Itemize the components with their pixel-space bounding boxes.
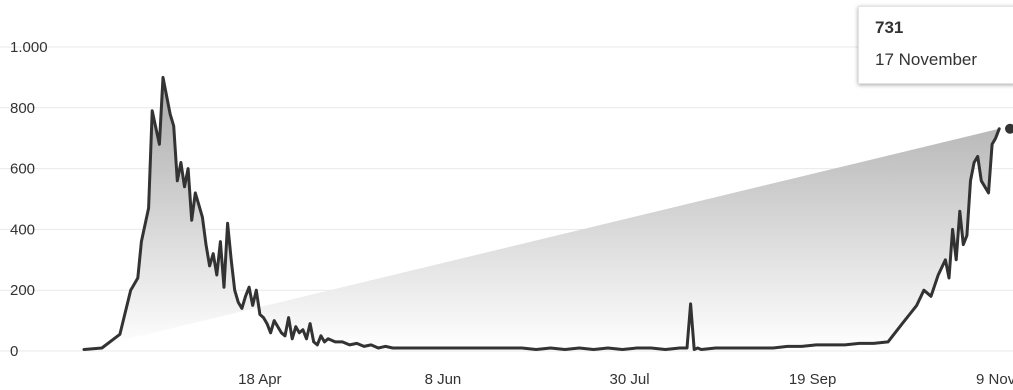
area-fill — [84, 77, 1000, 350]
y-tick-label: 200 — [10, 282, 35, 299]
y-tick-label: 1.000 — [10, 39, 48, 56]
tooltip-value: 731 — [875, 18, 904, 37]
x-tick-label: 19 Sep — [789, 371, 837, 388]
y-tick-label: 600 — [10, 161, 35, 178]
tooltip-date: 17 November — [875, 50, 978, 69]
x-tick-label: 18 Apr — [238, 371, 281, 388]
x-tick-label: 30 Jul — [610, 371, 650, 388]
y-tick-label: 400 — [10, 221, 35, 238]
x-tick-label: 8 Jun — [425, 371, 462, 388]
y-tick-label: 0 — [10, 343, 18, 360]
data-tooltip: 731 17 November — [858, 6, 1013, 84]
y-tick-label: 800 — [10, 100, 35, 117]
series-line — [82, 75, 1001, 351]
x-axis-ticks: 18 Apr 8 Jun 30 Jul 19 Sep 9 Nov — [238, 371, 1013, 388]
x-tick-label: 9 Nov — [976, 371, 1013, 388]
y-axis-ticks: 0 200 400 600 800 1.000 — [10, 39, 48, 360]
hover-point-marker[interactable] — [1005, 123, 1013, 134]
